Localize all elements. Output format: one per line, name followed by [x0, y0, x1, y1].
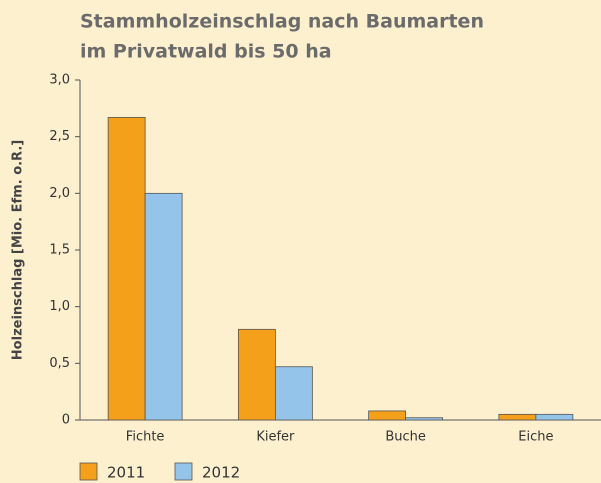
bar	[107, 117, 146, 421]
legend-label: 2011	[107, 464, 145, 482]
bar	[405, 417, 444, 421]
bar	[498, 413, 537, 421]
chart-title: Stammholzeinschlag nach Baumarten	[80, 11, 484, 33]
bar	[535, 413, 574, 421]
y-tick-label: 3,0	[49, 73, 70, 88]
y-tick-label: 0,5	[49, 356, 70, 371]
bar	[144, 192, 183, 421]
x-tick-label: Fichte	[126, 430, 165, 445]
y-tick-label: 0	[62, 413, 70, 428]
y-tick-label: 2,5	[49, 129, 70, 144]
legend-swatch	[174, 462, 193, 481]
y-tick-label: 1,5	[49, 243, 70, 258]
chart-title: im Privatwald bis 50 ha	[80, 41, 332, 63]
legend-swatch	[79, 462, 98, 481]
x-tick-label: Buche	[385, 430, 426, 445]
bar	[368, 410, 407, 421]
y-tick-label: 2,0	[49, 186, 70, 201]
y-axis-label: Holzeinschlag [Mio. Efm. o.R.]	[11, 140, 26, 360]
x-tick-label: Kiefer	[256, 430, 295, 445]
bar	[274, 366, 313, 421]
x-tick-label: Eiche	[518, 430, 553, 445]
bar	[237, 328, 276, 421]
legend-label: 2012	[202, 464, 240, 482]
y-tick-label: 1,0	[49, 299, 70, 314]
